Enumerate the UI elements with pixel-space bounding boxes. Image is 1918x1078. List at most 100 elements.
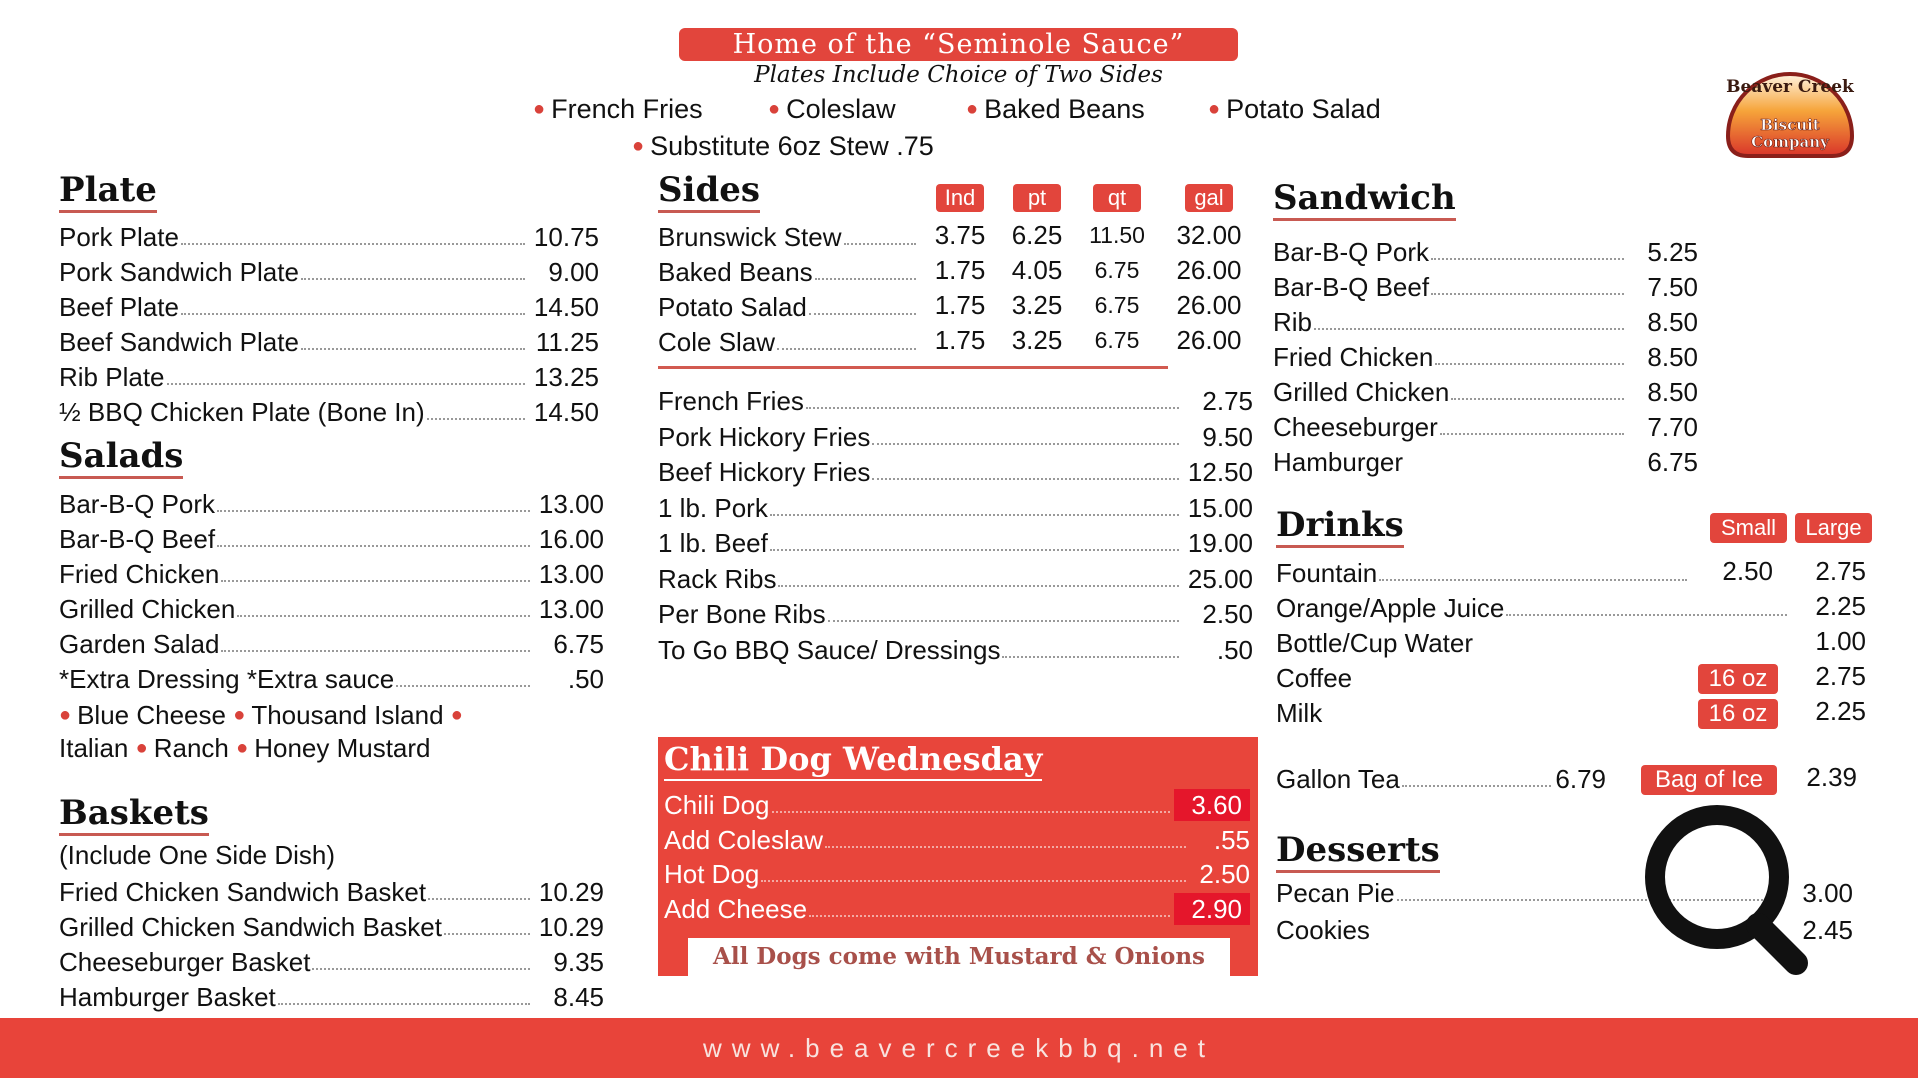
size-price-ind: 1.75 xyxy=(934,325,986,355)
dressing-option: Blue Cheese xyxy=(77,700,226,730)
item-price: 13.25 xyxy=(533,362,599,392)
size-price-gal: 26.00 xyxy=(1176,255,1242,285)
item-price: 8.50 xyxy=(1647,307,1698,337)
menu-item: Grilled Chicken Sandwich Basket 10.29 xyxy=(59,909,604,943)
item-price: 10.75 xyxy=(533,222,599,252)
item-name: Per Bone Ribs xyxy=(658,599,826,629)
sandwich-title: Sandwich xyxy=(1273,178,1456,221)
sides-title: Sides xyxy=(658,170,761,213)
menu-item: Bar-B-Q Pork 13.00 xyxy=(59,486,604,520)
substitute-label: Substitute 6oz Stew .75 xyxy=(650,131,934,161)
dot-leader xyxy=(237,615,530,617)
chili-note: All Dogs come with Mustard & Onions xyxy=(688,938,1230,976)
item-name: Orange/Apple Juice xyxy=(1276,593,1505,623)
size-tag-pt: pt xyxy=(1013,184,1061,212)
dot-leader xyxy=(1431,258,1624,260)
item-price: 2.45 xyxy=(1802,915,1853,945)
item-name: Rack Ribs xyxy=(658,563,777,594)
item-name: Cookies xyxy=(1276,915,1370,945)
item-price: 13.00 xyxy=(538,559,604,589)
size-price-pt: 3.25 xyxy=(1011,325,1063,355)
salads-section: Salads Bar-B-Q Pork 13.00 Bar-B-Q Beef 16.0… xyxy=(59,436,604,766)
bullet-icon: ● xyxy=(533,98,546,120)
drink-item: Bottle/Cup Water xyxy=(1276,625,1791,659)
item-price: 10.29 xyxy=(538,877,604,907)
item-name: Coffee xyxy=(1276,663,1353,693)
dot-leader xyxy=(1379,579,1687,581)
footer-website[interactable]: www.beavercreekbbq.net xyxy=(0,1018,1918,1078)
logo-text: Company xyxy=(1751,133,1830,151)
magnifier-icon[interactable] xyxy=(1640,800,1820,980)
item-price: 10.29 xyxy=(538,912,604,942)
side-option: ● French Fries xyxy=(533,94,703,125)
item-name: Pork Hickory Fries xyxy=(658,421,871,452)
item-name: Rib xyxy=(1273,307,1313,337)
item-price: 7.50 xyxy=(1647,272,1698,302)
desserts-section: Desserts Pecan Pie 3.00 Cookies 2.45 xyxy=(1276,830,1856,960)
item-name: Grilled Chicken Sandwich Basket xyxy=(59,912,442,942)
menu-item: Fried Chicken 8.50 xyxy=(1273,339,1698,373)
large-price: 2.75 xyxy=(1815,556,1866,586)
menu-item: Fried Chicken 13.00 xyxy=(59,556,604,590)
item-name: Potato Salad xyxy=(658,292,807,322)
item-name: Bar-B-Q Pork xyxy=(59,489,216,519)
side-option-label: French Fries xyxy=(551,94,703,124)
item-price: 2.50 xyxy=(1199,859,1250,889)
large-price: 2.75 xyxy=(1815,661,1866,691)
dot-leader xyxy=(843,243,916,245)
item-price: 9.50 xyxy=(1202,421,1253,452)
item-name: Baked Beans xyxy=(658,257,813,287)
dot-leader xyxy=(217,510,530,512)
item-name: Fountain xyxy=(1276,558,1378,588)
dot-leader xyxy=(1451,398,1624,400)
item-name: Brunswick Stew xyxy=(658,222,842,252)
side-option-label: Coleslaw xyxy=(786,94,896,124)
item-price: 9.00 xyxy=(548,257,599,287)
drinks-title: Drinks xyxy=(1276,505,1404,548)
sides-divider xyxy=(658,366,1168,369)
dot-leader xyxy=(180,243,525,245)
dot-leader xyxy=(1431,293,1624,295)
item-price: 8.50 xyxy=(1647,377,1698,407)
item-price: 3.00 xyxy=(1802,878,1853,908)
dot-leader xyxy=(1314,328,1624,330)
item-name: Pork Sandwich Plate xyxy=(59,257,299,287)
bullet-icon: ● xyxy=(966,98,979,120)
item-price: 5.25 xyxy=(1647,237,1698,267)
dot-leader xyxy=(300,278,525,280)
dot-leader xyxy=(277,1003,530,1005)
item-price: 2.75 xyxy=(1202,386,1253,416)
dot-leader xyxy=(808,313,916,315)
dot-leader xyxy=(809,914,1170,917)
header-banner: Home of the “Seminole Sauce” xyxy=(679,28,1238,61)
dressing-option: Ranch xyxy=(153,733,229,763)
desserts-title: Desserts xyxy=(1276,830,1440,873)
item-name: Add Coleslaw xyxy=(664,824,823,855)
menu-item: Rib Plate 13.25 xyxy=(59,359,599,393)
dressing-option: Honey Mustard xyxy=(254,733,431,763)
dressing-options: Italian ● Ranch ● Honey Mustard xyxy=(59,733,431,764)
dot-leader xyxy=(1435,363,1624,365)
item-price: 14.50 xyxy=(533,397,599,427)
plate-section: Plate Pork Plate 10.75 Pork Sandwich Plate… xyxy=(59,170,599,430)
item-name: Cheeseburger Basket xyxy=(59,947,311,977)
size-price-ind: 1.75 xyxy=(934,255,986,285)
item-price: 6.79 xyxy=(1555,764,1606,794)
menu-item: Potato Salad xyxy=(658,289,920,323)
size-price-qt: 6.75 xyxy=(1094,327,1140,353)
drink-item: Fountain xyxy=(1276,555,1691,589)
item-price: 2.90 xyxy=(1174,892,1250,925)
item-name: Hot Dog xyxy=(664,859,760,889)
dot-leader xyxy=(221,650,530,652)
item-name: ½ BBQ Chicken Plate (Bone In) xyxy=(59,397,425,427)
dot-leader xyxy=(778,584,1179,587)
large-size-tag: Large xyxy=(1795,513,1872,543)
menu-item: Pork Hickory Fries 9.50 xyxy=(658,419,1253,453)
item-price: .55 xyxy=(1213,824,1250,855)
dot-leader xyxy=(1439,433,1624,435)
item-name: Cole Slaw xyxy=(658,327,776,357)
size-price-gal: 26.00 xyxy=(1176,290,1242,320)
menu-item: Rib 8.50 xyxy=(1273,304,1698,338)
menu-item: Pecan Pie 3.00 xyxy=(1276,875,1853,909)
item-name: Milk xyxy=(1276,698,1323,728)
